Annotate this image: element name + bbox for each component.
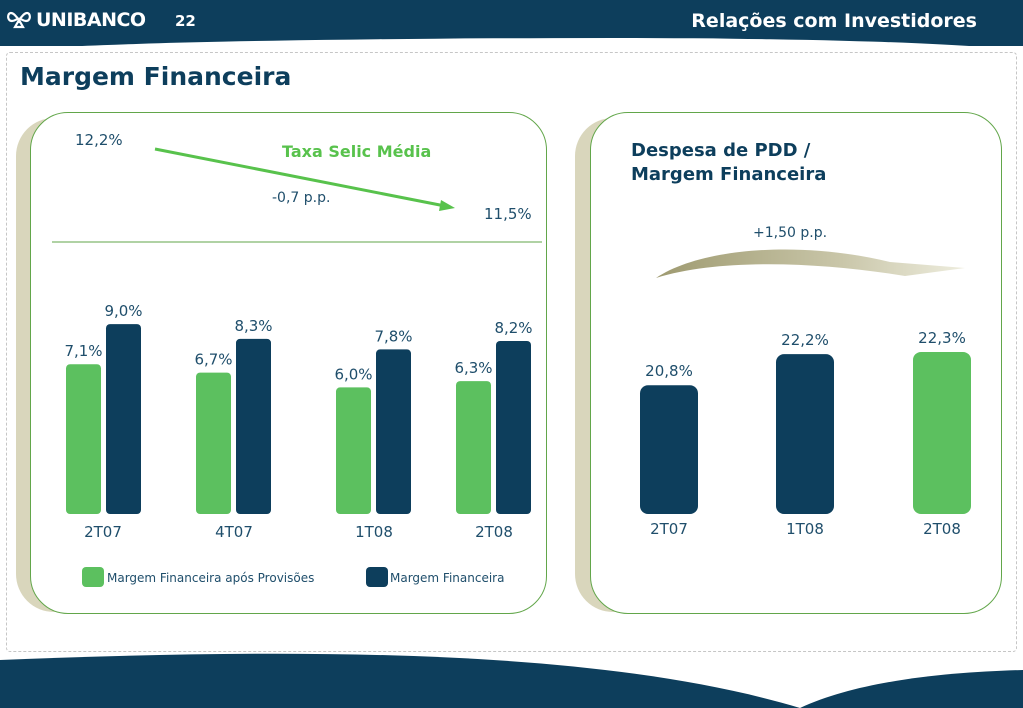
chart1-value-label-1t08-s1: 7,8%: [374, 327, 412, 345]
page-number: 22: [175, 12, 196, 30]
chart1-bar-1t08-s0: [336, 387, 371, 514]
section-title: Relações com Investidores: [691, 10, 977, 32]
chart1-bar-2t08-s1: [496, 340, 531, 514]
chart1-category-4t07: 4T07: [215, 523, 253, 541]
chart1-value-label-1t08-s0: 6,0%: [334, 365, 372, 383]
chart2-value-label-1t08: 22,2%: [781, 331, 829, 349]
pdd-title-line1: Despesa de PDD /: [631, 140, 811, 161]
brand-logo: UNIBANCO: [6, 9, 146, 31]
selic-arrow-head: [439, 200, 455, 211]
legend-label-after-provisions: Margem Financeira após Provisões: [107, 571, 314, 585]
chart2-category-2t07: 2T07: [650, 520, 688, 538]
selic-change: -0,7 p.p.: [272, 190, 330, 206]
chart1-value-label-2t08-s0: 6,3%: [454, 359, 492, 377]
legend-label-margem: Margem Financeira: [390, 571, 504, 585]
chart1-value-label-2t07-s0: 7,1%: [64, 342, 102, 360]
chart2-category-1t08: 1T08: [786, 520, 824, 538]
chart1-bar-2t07-s1: [106, 324, 141, 514]
legend-swatch-after-provisions: [82, 567, 104, 587]
chart1-category-1t08: 1T08: [355, 523, 393, 541]
chart1-value-label-2t08-s1: 8,2%: [494, 319, 532, 337]
chart1-value-label-4t07-s1: 8,3%: [234, 317, 272, 335]
content-frame: [6, 52, 1017, 652]
brand-name: UNIBANCO: [36, 9, 146, 31]
chart2-category-2t08: 2T08: [923, 520, 961, 538]
pdd-title-line2: Margem Financeira: [631, 164, 826, 185]
chart1-value-label-4t07-s0: 6,7%: [194, 351, 232, 369]
legend-swatch-margem: [366, 567, 388, 587]
chart1-bar-1t08-s1: [376, 349, 411, 514]
pdd-swoosh-arrow: [656, 249, 965, 278]
unibanco-logo-icon: [7, 11, 31, 29]
chart2-bar-2t08: [913, 351, 971, 514]
chart1-category-2t08: 2T08: [475, 523, 513, 541]
selic-title: Taxa Selic Média: [282, 142, 431, 161]
footer-band: [0, 653, 1023, 708]
chart2-bar-1t08: [776, 354, 834, 514]
chart1-bar-4t07-s0: [196, 372, 231, 514]
chart1-bar-2t08-s0: [456, 381, 491, 514]
chart1-bars: 7,1% 9,0% 2T07 6,7%8,3% 4T07 6,0% 7,8% 1T08 6,3%…: [64, 302, 532, 541]
chart2-bar-2t07: [640, 385, 698, 514]
pdd-change: +1,50 p.p.: [753, 225, 827, 241]
chart1-bar-2t07-s0: [66, 364, 101, 514]
chart2-value-label-2t08: 22,3%: [918, 329, 966, 347]
chart1-value-label-2t07-s1: 9,0%: [104, 302, 142, 320]
chart1-bar-4t07-s1: [236, 338, 271, 514]
selic-end-value: 11,5%: [484, 205, 532, 223]
selic-trend-arrow: [154, 147, 446, 208]
chart2-bars: 20,8% 2T07 22,2% 1T08 22,3% 2T08: [640, 329, 971, 538]
chart1-category-2t07: 2T07: [84, 523, 122, 541]
page-title: Margem Financeira: [20, 62, 292, 91]
chart2-value-label-2t07: 20,8%: [645, 362, 693, 380]
header-curve: [0, 38, 1023, 54]
selic-start-value: 12,2%: [75, 131, 123, 149]
